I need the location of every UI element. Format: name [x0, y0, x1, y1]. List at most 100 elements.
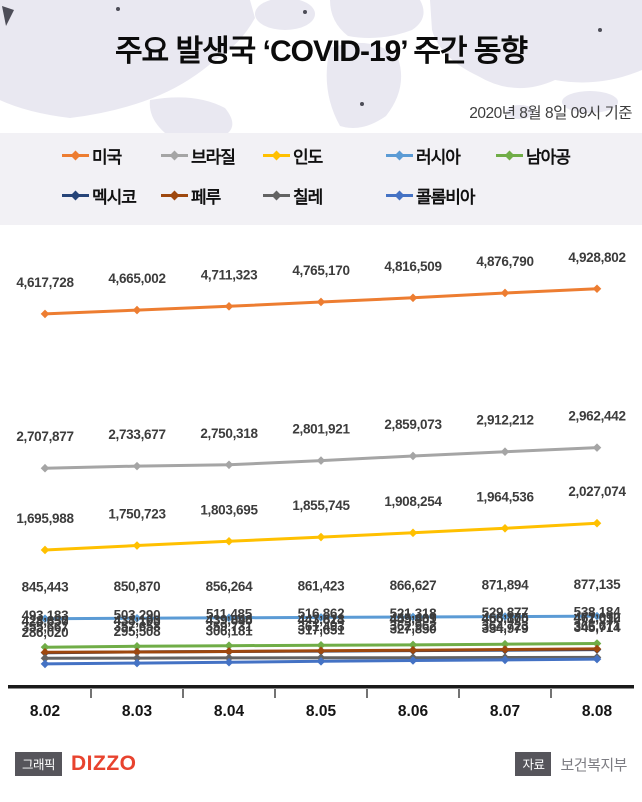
series-line-colombia — [44, 657, 598, 666]
data-point-label-chile: 357,658 — [114, 619, 161, 634]
data-point-label-mexico: 449,961 — [390, 612, 437, 627]
data-point-marker-colombia — [316, 657, 326, 666]
legend-line-diamond-icon — [386, 150, 413, 160]
data-point-label-colombia: 286,020 — [22, 625, 69, 640]
series-line-chile — [44, 655, 598, 660]
source-value: 보건복지부 — [560, 756, 627, 774]
data-point-label-brazil: 2,962,442 — [568, 409, 625, 424]
legend-item-india: 인도 — [263, 145, 323, 167]
series-line-brazil — [44, 446, 598, 470]
series-line-peru — [44, 647, 598, 654]
x-axis-label: 8.05 — [306, 703, 337, 720]
data-point-label-south-africa: 516,862 — [298, 606, 345, 621]
data-point-label-usa: 4,665,002 — [108, 271, 165, 286]
data-point-label-chile: 355,667 — [22, 619, 69, 634]
series-line-mexico — [44, 648, 598, 655]
legend-item-label: 남아공 — [526, 147, 571, 167]
data-point-label-india: 1,750,723 — [108, 507, 166, 522]
data-point-marker-chile — [40, 653, 50, 663]
series-line-south-africa — [44, 642, 598, 649]
data-point-label-brazil: 2,912,212 — [476, 413, 533, 428]
data-point-marker-russia — [224, 613, 234, 623]
data-point-marker-colombia — [40, 659, 50, 669]
data-point-marker-india — [40, 545, 50, 555]
x-axis-line — [8, 685, 634, 689]
chart-legend: 미국 브라질 인도 러시아 남아공 멕시코 페루 칠레 콜롬비아 — [0, 133, 642, 225]
data-point-marker-brazil — [592, 443, 602, 452]
data-point-label-mexico: 456,100 — [482, 611, 529, 626]
date-note: 2020년 8월 8일 09시 기준 — [469, 105, 632, 122]
legend-item-peru: 페루 — [161, 185, 221, 207]
data-point-label-chile: 359,731 — [206, 619, 253, 634]
data-point-label-usa: 4,711,323 — [201, 267, 258, 282]
data-point-label-usa: 4,617,728 — [16, 275, 74, 290]
data-point-marker-russia — [408, 612, 418, 622]
series-line-india — [44, 521, 598, 552]
data-point-marker-peru — [500, 645, 510, 654]
legend-item-brazil: 브라질 — [161, 145, 236, 167]
data-point-marker-brazil — [40, 463, 50, 473]
data-point-marker-peru — [132, 647, 142, 657]
data-point-marker-south-africa — [224, 641, 234, 650]
data-point-label-brazil: 2,750,318 — [200, 426, 258, 441]
data-point-marker-peru — [408, 645, 418, 655]
legend-item-usa: 미국 — [62, 145, 122, 167]
data-point-label-mexico: 424,637 — [22, 614, 69, 629]
x-axis-label: 8.03 — [122, 703, 153, 720]
credit-tag: 그래픽 — [15, 752, 63, 776]
data-point-marker-usa — [500, 288, 510, 298]
data-point-marker-colombia — [224, 657, 234, 667]
data-point-label-peru: 455,409 — [390, 611, 437, 626]
data-point-label-india: 1,695,988 — [16, 511, 74, 526]
x-axis-label: 8.07 — [490, 703, 520, 720]
legend-item-label: 인도 — [293, 147, 323, 167]
data-point-label-south-africa: 529,877 — [482, 605, 529, 620]
data-point-label-chile: 361,493 — [298, 619, 345, 634]
data-point-label-colombia: 306,181 — [206, 623, 253, 638]
data-point-marker-brazil — [500, 447, 510, 456]
data-point-marker-mexico — [592, 645, 602, 654]
page-title: 주요 발생국 ‘COVID-19’ 주간 동향 — [114, 35, 528, 68]
data-point-marker-colombia — [592, 654, 602, 664]
data-point-marker-russia — [132, 613, 142, 623]
source-tag: 자료 — [515, 752, 552, 776]
data-point-label-russia: 877,135 — [574, 577, 621, 592]
data-point-marker-mexico — [132, 647, 142, 657]
data-point-marker-mexico — [408, 646, 418, 655]
data-point-marker-chile — [592, 653, 602, 662]
data-point-label-brazil: 2,801,921 — [292, 422, 350, 437]
data-point-label-peru: 433,100 — [114, 613, 161, 628]
legend-line-diamond-icon — [263, 190, 290, 200]
data-point-marker-peru — [592, 644, 602, 654]
data-point-label-russia: 856,264 — [206, 579, 253, 594]
legend-item-label: 멕시코 — [92, 187, 137, 207]
data-point-label-mexico: 434,193 — [114, 613, 161, 628]
x-axis-label: 8.06 — [398, 703, 429, 720]
data-point-marker-usa — [408, 293, 418, 303]
legend-line-diamond-icon — [263, 150, 290, 160]
world-map-background — [0, 0, 642, 133]
map-marker-dots — [2, 6, 602, 106]
data-point-label-mexico: 439,046 — [206, 613, 253, 628]
data-point-label-chile: 366,671 — [574, 618, 621, 633]
data-point-label-usa: 4,765,170 — [292, 263, 349, 278]
dizzo-logo: DIZZO — [71, 752, 137, 775]
legend-item-label: 페루 — [191, 187, 221, 207]
data-point-marker-colombia — [408, 656, 418, 665]
data-point-marker-mexico — [316, 646, 326, 656]
legend-line-diamond-icon — [496, 150, 523, 160]
data-point-label-peru: 428,850 — [22, 613, 69, 628]
data-point-label-india: 1,964,536 — [476, 489, 534, 504]
legend-item-south-africa: 남아공 — [496, 145, 571, 167]
data-point-marker-russia — [500, 612, 510, 621]
data-point-marker-colombia — [500, 655, 510, 665]
data-point-label-south-africa: 521,318 — [390, 606, 437, 621]
data-point-marker-india — [224, 536, 234, 546]
source-group: 자료 보건복지부 — [515, 752, 627, 776]
data-point-marker-brazil — [316, 456, 326, 465]
data-point-label-mexico: 462,690 — [574, 611, 621, 626]
data-point-marker-usa — [40, 309, 50, 319]
data-point-marker-india — [132, 541, 142, 550]
data-point-marker-india — [592, 518, 602, 528]
